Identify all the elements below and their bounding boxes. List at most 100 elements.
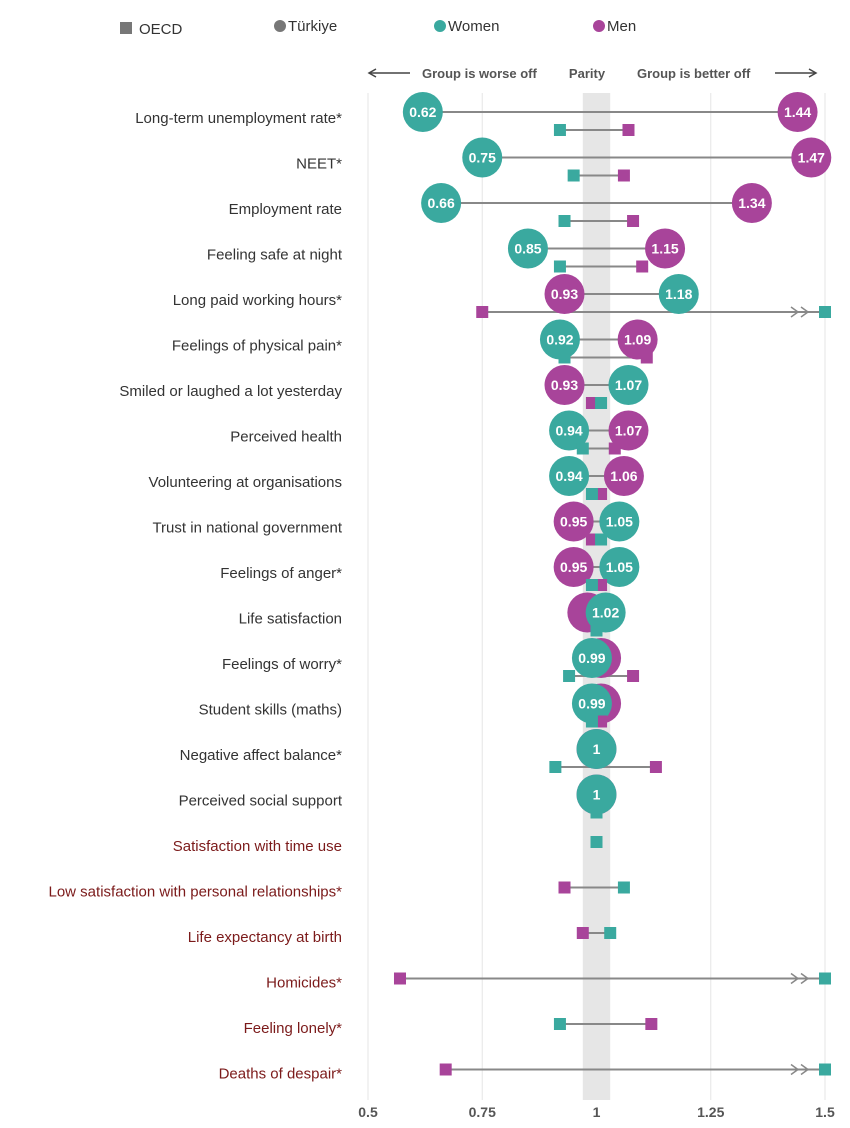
parity-label: Parity xyxy=(569,66,606,81)
x-tick-label: 1.25 xyxy=(697,1104,724,1120)
chart-row: Low satisfaction with personal relations… xyxy=(49,881,630,901)
turkiye-men-value-label: 1.15 xyxy=(651,241,678,257)
row-label: Life satisfaction xyxy=(239,611,342,628)
direction-header: Group is worse off Parity Group is bette… xyxy=(367,66,818,81)
chart-row: Deaths of despair* xyxy=(219,1063,831,1083)
legend-turkiye-label: Türkiye xyxy=(288,18,337,35)
oecd-men-marker xyxy=(649,761,662,773)
oecd-men-marker xyxy=(627,670,640,682)
turkiye-women-value-label: 0.99 xyxy=(578,650,605,666)
turkiye-men-value-label: 1.44 xyxy=(784,104,811,120)
overflow-arrow-icon xyxy=(790,972,800,985)
row-label: Volunteering at organisations xyxy=(149,474,342,491)
row-label: Deaths of despair* xyxy=(219,1066,343,1083)
turkiye-men-bubble xyxy=(731,183,772,223)
oecd-women-marker xyxy=(563,670,576,682)
oecd-women-marker xyxy=(576,442,589,455)
better-arrowhead-icon xyxy=(808,68,818,78)
x-tick-label: 0.5 xyxy=(358,1104,378,1120)
row-label: Perceived health xyxy=(230,429,342,446)
chart-row: Employment rate 0.66 1.34 xyxy=(229,183,772,227)
oecd-women-marker xyxy=(558,215,571,227)
row-label: Life expectancy at birth xyxy=(188,929,342,946)
oecd-women-marker xyxy=(617,881,630,894)
oecd-women-marker xyxy=(819,306,831,318)
oecd-women-marker xyxy=(604,927,617,939)
chart-row: Perceived social support 1 xyxy=(179,774,617,819)
oecd-women-marker xyxy=(553,1018,566,1030)
oecd-men-marker xyxy=(558,881,571,894)
overflow-arrow-icon xyxy=(790,306,800,318)
oecd-men-marker xyxy=(393,972,406,985)
oecd-women-marker xyxy=(590,806,603,819)
turkiye-women-bubble xyxy=(576,729,617,769)
legend: OECD Türkiye Women Men xyxy=(120,18,636,38)
oecd-men-marker xyxy=(595,488,608,500)
turkiye-men-bubble xyxy=(791,137,832,178)
worse-off-label: Group is worse off xyxy=(422,66,538,81)
oecd-women-marker xyxy=(590,836,603,848)
row-label: NEET* xyxy=(296,156,342,173)
oecd-men-marker xyxy=(622,124,635,136)
oecd-men-marker xyxy=(585,533,598,546)
turkiye-women-value-label: 0.94 xyxy=(555,423,582,439)
overflow-arrow-icon xyxy=(800,1063,810,1076)
x-tick-label: 0.75 xyxy=(469,1104,496,1120)
oecd-men-marker xyxy=(595,715,608,728)
turkiye-men-value-label: 1.34 xyxy=(738,195,765,211)
x-axis-ticks: 0.5 0.75 1 1.25 1.5 xyxy=(358,1104,835,1120)
oecd-men-marker xyxy=(640,351,653,364)
oecd-men-marker xyxy=(576,927,589,939)
chart-row: Trust in national government 1.05 0.95 xyxy=(152,501,640,546)
turkiye-women-bubble xyxy=(658,274,699,314)
oecd-women-marker xyxy=(585,579,598,591)
x-tick-label: 1 xyxy=(593,1104,601,1120)
turkiye-women-value-label: 0.66 xyxy=(427,195,454,211)
turkiye-men-bubble xyxy=(544,274,585,314)
legend-women-dot-icon xyxy=(434,20,446,32)
chart-row: Long paid working hours* 1.18 0.93 xyxy=(173,274,831,318)
turkiye-women-bubble xyxy=(599,547,640,587)
chart-row: Perceived health 0.94 1.07 xyxy=(230,410,649,455)
turkiye-women-value-label: 0.92 xyxy=(546,332,573,348)
turkiye-women-value-label: 0.75 xyxy=(469,150,496,166)
turkiye-women-value-label: 1.18 xyxy=(665,286,692,302)
turkiye-women-bubble xyxy=(585,592,626,633)
turkiye-women-value-label: 1 xyxy=(593,741,601,757)
turkiye-men-value-label: 1.09 xyxy=(624,332,651,348)
turkiye-men-value-label: 1.47 xyxy=(798,150,825,166)
turkiye-women-bubble xyxy=(599,501,640,542)
turkiye-women-value-label: 0.99 xyxy=(578,696,605,712)
row-label: Smiled or laughed a lot yesterday xyxy=(119,383,342,400)
oecd-men-marker xyxy=(617,169,630,182)
chart-row: Feeling lonely* xyxy=(244,1018,658,1037)
row-label: Feeling safe at night xyxy=(207,247,343,264)
oecd-women-marker xyxy=(549,761,562,773)
turkiye-women-bubble xyxy=(402,92,443,132)
turkiye-women-bubble xyxy=(571,683,612,724)
chart-row: Satisfaction with time use xyxy=(173,836,603,855)
row-label: Satisfaction with time use xyxy=(173,838,342,855)
row-label: Feelings of anger* xyxy=(220,565,342,582)
turkiye-men-bubble xyxy=(553,501,594,542)
turkiye-women-value-label: 1 xyxy=(593,787,601,803)
turkiye-women-value-label: 0.85 xyxy=(514,241,541,257)
turkiye-men-bubble xyxy=(608,410,649,451)
row-label: Trust in national government xyxy=(152,520,342,537)
chart-row: Student skills (maths) 0.99 xyxy=(199,683,622,728)
rows-layer: Long-term unemployment rate* 0.62 1.44 NEET… xyxy=(49,92,832,1083)
oecd-women-marker xyxy=(819,972,831,985)
turkiye-men-value-label: 0.95 xyxy=(560,514,587,530)
turkiye-men-value-label: 0.95 xyxy=(560,559,587,575)
turkiye-women-value-label: 0.62 xyxy=(409,104,436,120)
turkiye-men-bubble xyxy=(553,547,594,587)
turkiye-women-value-label: 1.05 xyxy=(606,559,633,575)
turkiye-women-value-label: 1.02 xyxy=(592,605,619,621)
turkiye-women-value-label: 1.05 xyxy=(606,514,633,530)
chart-row: Feelings of physical pain* 0.92 1.09 xyxy=(172,319,658,364)
turkiye-men-bubble xyxy=(777,92,818,132)
turkiye-women-value-label: 1.07 xyxy=(615,377,642,393)
chart-row: Feeling safe at night 0.85 1.15 xyxy=(207,228,686,273)
row-label: Negative affect balance* xyxy=(180,747,342,764)
